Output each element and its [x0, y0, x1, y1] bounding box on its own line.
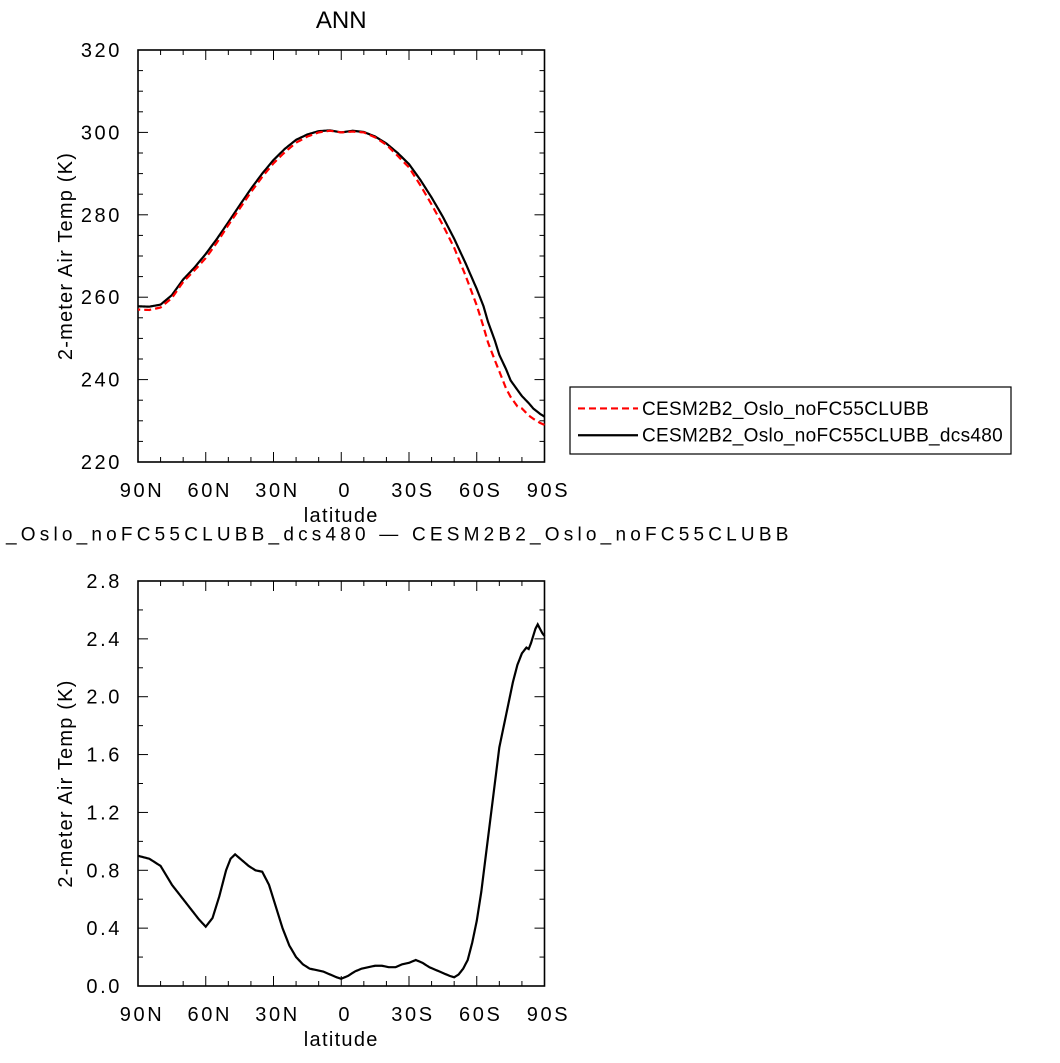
svg-text:2-meter Air Temp (K): 2-meter Air Temp (K)	[55, 152, 77, 360]
svg-text:ANN: ANN	[316, 7, 367, 34]
svg-text:0.0: 0.0	[86, 976, 122, 998]
svg-text:30S: 30S	[391, 480, 434, 502]
svg-text:latitude: latitude	[304, 1029, 379, 1051]
svg-text:60S: 60S	[459, 480, 502, 502]
svg-text:280: 280	[81, 205, 122, 227]
svg-text:1.6: 1.6	[86, 745, 122, 767]
svg-text:_Oslo_noFC55CLUBB_dcs480 — CES: _Oslo_noFC55CLUBB_dcs480 — CESM2B2_Oslo_…	[5, 525, 793, 546]
svg-text:60S: 60S	[459, 1004, 502, 1026]
svg-text:30S: 30S	[391, 1004, 434, 1026]
svg-text:2.4: 2.4	[86, 629, 122, 651]
svg-text:2.8: 2.8	[86, 571, 122, 593]
svg-text:300: 300	[81, 122, 122, 144]
svg-text:2.0: 2.0	[86, 687, 122, 709]
svg-text:2-meter Air Temp (K): 2-meter Air Temp (K)	[55, 679, 77, 887]
svg-text:0: 0	[338, 480, 352, 502]
svg-text:90N: 90N	[120, 1004, 165, 1026]
svg-text:90S: 90S	[527, 480, 570, 502]
svg-text:30N: 30N	[255, 480, 300, 502]
svg-text:0.4: 0.4	[86, 918, 122, 940]
svg-text:CESM2B2_Oslo_noFC55CLUBB_dcs48: CESM2B2_Oslo_noFC55CLUBB_dcs480	[642, 426, 1003, 447]
svg-text:220: 220	[81, 452, 122, 474]
svg-text:90N: 90N	[120, 480, 165, 502]
svg-text:1.2: 1.2	[86, 802, 122, 824]
svg-text:60N: 60N	[188, 1004, 233, 1026]
svg-text:240: 240	[81, 370, 122, 392]
svg-text:0: 0	[338, 1004, 352, 1026]
svg-text:0.8: 0.8	[86, 860, 122, 882]
svg-text:60N: 60N	[188, 480, 233, 502]
svg-text:CESM2B2_Oslo_noFC55CLUBB: CESM2B2_Oslo_noFC55CLUBB	[642, 399, 929, 420]
svg-text:30N: 30N	[255, 1004, 300, 1026]
svg-text:260: 260	[81, 287, 122, 309]
svg-text:90S: 90S	[527, 1004, 570, 1026]
svg-text:320: 320	[81, 40, 122, 62]
